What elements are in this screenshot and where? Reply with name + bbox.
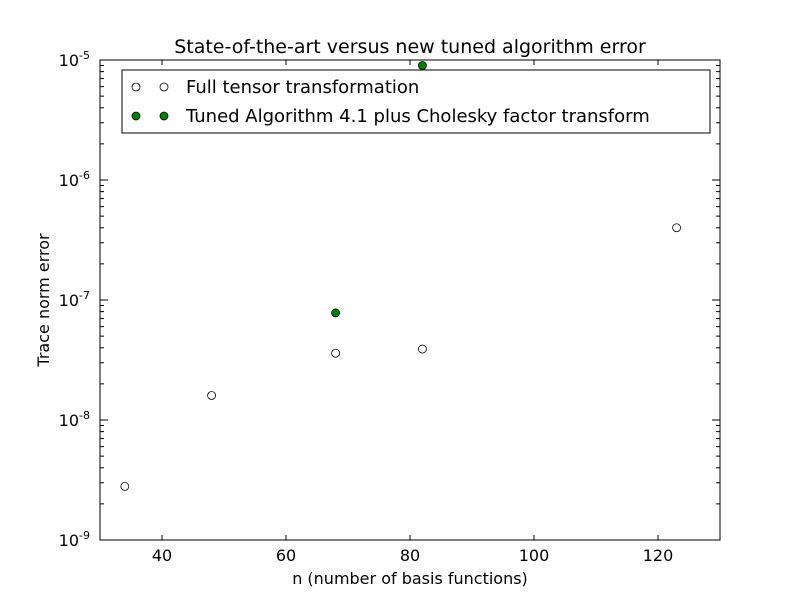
legend-marker — [131, 82, 141, 92]
y-tick-label: 10-9 — [59, 529, 90, 550]
y-axis-label: Trace norm error — [34, 233, 53, 368]
legend-marker — [131, 111, 141, 121]
series-1 — [331, 61, 427, 318]
x-tick-label: 120 — [643, 546, 674, 565]
data-point — [672, 223, 681, 233]
plot-area: 40 60 80 100 120 10-9 10-8 10-7 10-6 10-5 — [59, 49, 721, 565]
data-point — [417, 344, 427, 354]
x-tick-label: 100 — [519, 546, 550, 565]
legend-label: Tuned Algorithm 4.1 plus Cholesky factor… — [185, 106, 650, 127]
legend-label: Full tensor transformation — [186, 77, 419, 98]
x-tick-label: 40 — [152, 546, 172, 565]
data-point — [331, 308, 341, 318]
x-axis-label: n (number of basis functions) — [292, 569, 528, 588]
chart-title: State-of-the-art versus new tuned algori… — [174, 36, 646, 58]
y-tick-label: 10-7 — [59, 289, 90, 310]
legend-box — [121, 69, 711, 134]
data-point — [331, 348, 341, 358]
x-tick-label: 60 — [276, 546, 296, 565]
legend: Full tensor transformation Tuned Algorith… — [121, 69, 711, 134]
y-tick-label: 10-8 — [59, 409, 90, 430]
y-tick-label: 10-6 — [59, 169, 90, 190]
legend-marker — [159, 82, 169, 92]
legend-marker — [159, 111, 169, 121]
data-point — [120, 481, 130, 491]
x-tick-label: 80 — [400, 546, 420, 565]
y-tick-label: 10-5 — [59, 49, 90, 70]
data-point — [417, 61, 427, 70]
series-0 — [120, 223, 681, 491]
data-point — [207, 391, 217, 400]
